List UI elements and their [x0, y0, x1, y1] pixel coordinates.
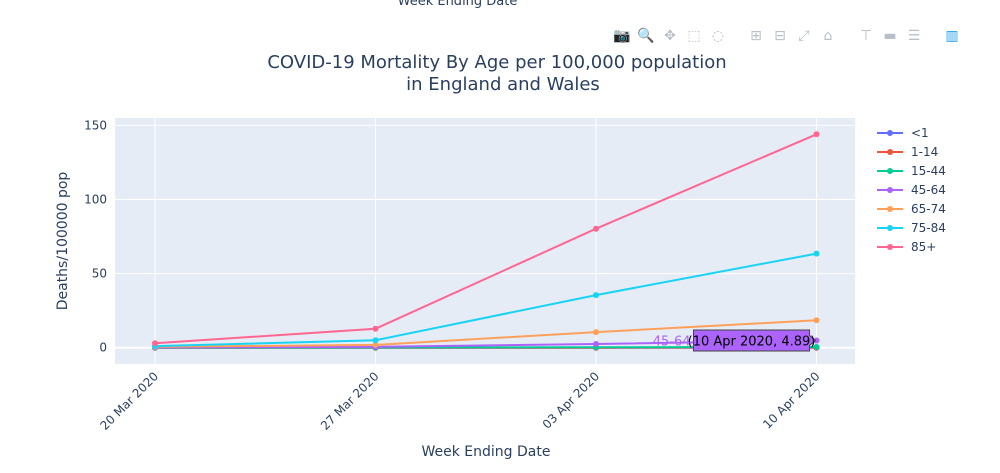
series-line [154, 133, 817, 345]
x-tick-label: 10 Apr 2020 [760, 369, 822, 431]
clipped-axis-title: Week Ending Date [397, 0, 518, 9]
legend-label: 45-64 [911, 183, 946, 197]
series-85+ [152, 131, 820, 347]
spike-lines-icon[interactable]: ⊤ [859, 28, 873, 44]
plot-area-background [115, 118, 855, 364]
data-point[interactable] [593, 225, 599, 232]
data-point[interactable] [593, 292, 599, 299]
data-point[interactable] [372, 341, 379, 348]
hover-closest-icon[interactable]: ▬ [883, 28, 897, 44]
x-tick-label: 03 Apr 2020 [540, 369, 602, 431]
y-axis-ticks: 0 50 100 150 [84, 118, 107, 354]
legend-label: 1-14 [911, 145, 938, 159]
y-tick-label: 0 [99, 341, 107, 355]
hover-tooltip: (10 Apr 2020, 4.89)45-64 [653, 329, 817, 352]
data-point[interactable] [593, 340, 599, 347]
plotly-logo-icon[interactable]: ▥ [945, 28, 959, 44]
modebar-toolbar: 📷 🔍 ✥ ⬚ ◌ ⊞ ⊟ ⤢ ⌂ ⊤ ▬ ☰ ▥ [612, 26, 962, 46]
legend-item[interactable]: 75-84 [877, 221, 946, 235]
x-tick-label: 27 Mar 2020 [318, 369, 382, 433]
y-tick-label: 150 [84, 118, 107, 132]
legend-swatch-marker [887, 244, 893, 250]
legend-item[interactable]: 65-74 [877, 202, 946, 216]
legend-swatch-marker [887, 130, 893, 136]
legend-label: <1 [911, 126, 929, 140]
legend-label: 85+ [911, 240, 936, 254]
pan-icon[interactable]: ✥ [664, 28, 676, 44]
legend-item[interactable]: 1-14 [877, 145, 938, 159]
legend-item[interactable]: 45-64 [877, 183, 946, 197]
legend-item[interactable]: <1 [877, 126, 929, 140]
legend-label: 75-84 [911, 221, 946, 235]
legend-item[interactable]: 85+ [877, 240, 936, 254]
x-axis-ticks: 20 Mar 2020 27 Mar 2020 03 Apr 2020 10 Apr … [97, 369, 822, 433]
data-point[interactable] [813, 250, 820, 257]
data-point[interactable] [813, 131, 820, 138]
data-point[interactable] [593, 329, 599, 336]
y-axis-title: Deaths/100000 pop [55, 172, 71, 311]
legend-swatch-marker [887, 187, 893, 193]
autoscale-icon[interactable]: ⤢ [798, 28, 810, 44]
x-tick-label: 20 Mar 2020 [97, 369, 161, 433]
zoom-out-icon[interactable]: ⊟ [774, 28, 786, 44]
data-point[interactable] [813, 317, 820, 324]
legend-item[interactable]: 15-44 [877, 164, 946, 178]
legend-label: 15-44 [911, 164, 946, 178]
hover-value-text: (10 Apr 2020, 4.89) [688, 334, 816, 349]
hover-series-name: 45-64 [653, 334, 691, 349]
camera-icon[interactable]: 📷 [613, 28, 631, 44]
legend-swatch-marker [887, 225, 893, 231]
legend-swatch-marker [887, 168, 893, 174]
zoom-in-icon[interactable]: ⊞ [750, 28, 762, 44]
y-tick-label: 100 [84, 193, 107, 207]
legend-swatch-marker [887, 206, 893, 212]
reset-axes-icon[interactable]: ⌂ [823, 28, 833, 44]
data-point[interactable] [152, 340, 158, 347]
series-line [154, 319, 817, 348]
data-point[interactable] [372, 337, 379, 344]
zoom-icon[interactable]: 🔍 [637, 28, 655, 44]
legend: <1 1-14 15-44 45-64 65-74 75-84 85+ [877, 126, 946, 254]
legend-label: 65-74 [911, 202, 946, 216]
chart-title-line-1: COVID-19 Mortality By Age per 100,000 po… [267, 52, 726, 73]
y-tick-label: 50 [92, 267, 107, 281]
data-point[interactable] [813, 337, 820, 344]
hover-compare-icon[interactable]: ☰ [907, 28, 921, 44]
chart-title-line-2: in England and Wales [406, 74, 600, 95]
hover-box [693, 329, 817, 352]
legend-swatch-marker [887, 149, 893, 155]
box-select-icon[interactable]: ⬚ [687, 28, 701, 44]
lasso-select-icon[interactable]: ◌ [711, 28, 725, 44]
data-point[interactable] [813, 343, 820, 350]
x-axis-title: Week Ending Date [422, 444, 551, 460]
data-point[interactable] [372, 325, 379, 332]
series-line [154, 252, 817, 348]
